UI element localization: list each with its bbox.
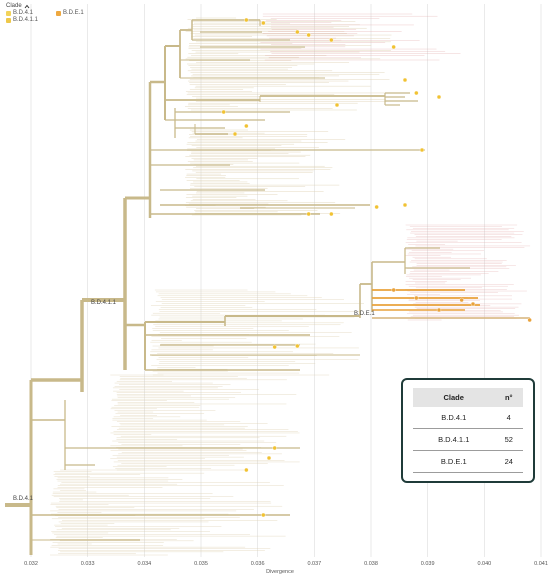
tip-marker: [329, 211, 334, 217]
tip-marker: [374, 204, 379, 210]
tip-marker: [334, 102, 340, 108]
table-cell-clade: B.D.4.1.1: [413, 428, 495, 451]
x-axis: 0.032 0.033 0.034 0.035 0.036 0.037 0.038 0.039…: [24, 561, 548, 575]
tip-marker: [436, 94, 442, 100]
tip-marker: [419, 147, 425, 153]
x-tick-label: 0.040: [477, 561, 491, 567]
tip-marker: [261, 20, 266, 26]
legend-item-bd41[interactable]: B.D.4.1: [6, 10, 38, 16]
legend-swatch: [6, 10, 11, 16]
column-header-n: n°: [494, 388, 523, 407]
tip-marker: [261, 512, 266, 518]
clade-labels: B.D.4.1 B.D.4.1.1 B.D.E.1: [13, 300, 375, 502]
table-row: B.D.E.1 24: [413, 450, 523, 473]
x-tick-label: 0.039: [421, 561, 435, 567]
legend-header[interactable]: Clade: [6, 3, 84, 9]
legend-item-bd411[interactable]: B.D.4.1.1: [6, 17, 38, 23]
table-cell-n: 52: [494, 428, 523, 451]
tip-marker: [329, 37, 334, 43]
x-tick-label: 0.032: [24, 561, 38, 567]
clade-count-table: Clade n° B.D.4.1 4 B.D.4.1.1 52 B.D.E.1 …: [401, 378, 535, 483]
tip-marker: [402, 77, 408, 83]
faint-branches: [50, 13, 531, 556]
tip-marker: [459, 297, 464, 303]
x-tick-label: 0.041: [534, 561, 548, 567]
table-cell-n: 24: [494, 450, 523, 473]
tip-marker: [266, 455, 272, 461]
table-cell-clade: B.D.E.1: [413, 450, 495, 473]
tip-marker: [272, 445, 277, 451]
tip-marker: [402, 202, 408, 208]
x-axis-label: Divergence: [266, 569, 294, 575]
x-tick-label: 0.036: [251, 561, 265, 567]
table-cell-clade: B.D.4.1: [413, 407, 495, 429]
tip-marker: [391, 287, 396, 293]
summary-table: Clade n° B.D.4.1 4 B.D.4.1.1 52 B.D.E.1 …: [413, 388, 523, 473]
tip-marker: [295, 29, 300, 35]
x-tick-label: 0.033: [81, 561, 95, 567]
tip-marker: [306, 211, 311, 217]
x-tick-label: 0.038: [364, 561, 378, 567]
tip-marker: [436, 307, 442, 313]
legend-swatch: [56, 10, 62, 16]
clade-label: B.D.4.1.1: [91, 300, 117, 306]
tip-marker: [391, 44, 396, 50]
clade-legend: Clade B.D.4.1 B.D.4.1.1 B.D.E.1: [6, 3, 84, 23]
x-tick-label: 0.034: [137, 561, 151, 567]
table-cell-n: 4: [494, 407, 523, 429]
legend-title: Clade: [6, 3, 22, 9]
tip-marker: [221, 109, 226, 115]
tip-marker: [272, 344, 277, 350]
x-tick-label: 0.037: [307, 561, 321, 567]
tip-marker: [244, 123, 249, 129]
legend-item-label: B.D.4.1: [13, 10, 34, 16]
x-tick-label: 0.035: [194, 561, 208, 567]
tip-marker: [414, 295, 419, 301]
legend-item-label: B.D.4.1.1: [13, 17, 39, 23]
tip-marker: [414, 90, 419, 96]
legend-item-label: B.D.E.1: [63, 10, 84, 16]
column-header-clade: Clade: [413, 388, 495, 407]
legend-item-bde1[interactable]: B.D.E.1: [56, 10, 84, 16]
table-row: B.D.4.1 4: [413, 407, 523, 429]
tip-marker: [295, 343, 300, 349]
tip-marker: [527, 317, 532, 323]
tip-marker: [244, 467, 249, 473]
tip-markers: [221, 17, 532, 518]
chevron-up-icon[interactable]: [24, 4, 30, 9]
tip-marker: [232, 131, 238, 137]
table-row: B.D.4.1.1 52: [413, 428, 523, 451]
tip-marker: [306, 32, 311, 38]
tip-marker: [470, 301, 476, 307]
tip-marker: [244, 17, 249, 23]
legend-swatch: [6, 17, 11, 23]
clade-label: B.D.4.1: [13, 496, 34, 502]
tree-branches: [5, 19, 530, 555]
clade-label: B.D.E.1: [354, 311, 375, 317]
table-header-row: Clade n°: [413, 388, 523, 407]
